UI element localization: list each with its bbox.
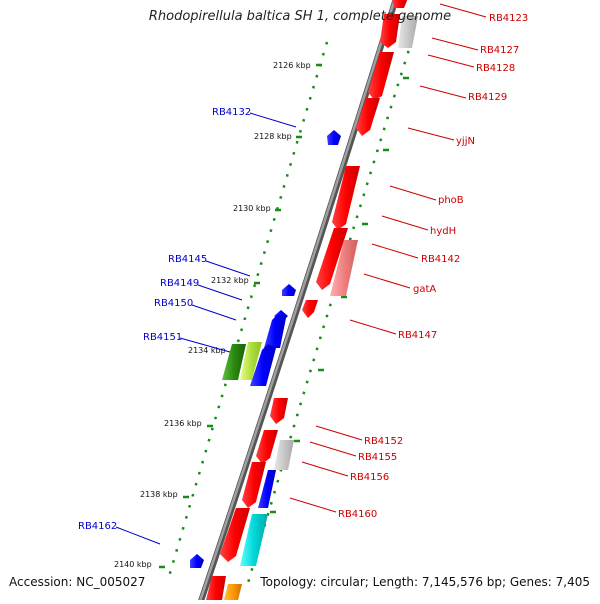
kbp-tick-label: 2136 kbp — [164, 419, 202, 428]
genome-backbone — [196, 0, 399, 604]
kbp-tick-label: 2140 kbp — [114, 560, 152, 569]
gene-label: RB4151 — [143, 332, 182, 343]
reverse-strand-genes — [206, 0, 418, 600]
gene-feature — [398, 16, 418, 48]
gene-label: RB4162 — [78, 521, 117, 532]
gene-label: RB4149 — [160, 278, 199, 289]
kbp-tick-label: 2130 kbp — [233, 204, 271, 213]
gene-label: RB4129 — [468, 92, 507, 103]
gene-label: hydH — [430, 226, 456, 237]
gene-feature — [380, 14, 400, 48]
gene-feature — [368, 52, 394, 100]
gene-feature — [256, 430, 278, 464]
gene-feature — [250, 344, 276, 386]
kbp-tick-label: 2138 kbp — [140, 490, 178, 499]
forward-gene-labels: RB4132 RB4145 RB4149 RB4150 RB4151 RB416… — [78, 107, 251, 532]
gene-feature — [224, 584, 242, 600]
gene-feature — [302, 300, 318, 318]
gene-feature — [282, 284, 296, 296]
gene-feature — [240, 342, 262, 380]
kbp-tick-label: 2132 kbp — [211, 276, 249, 285]
forward-leader-lines — [115, 112, 297, 545]
genome-stats-text: Topology: circular; Length: 7,145,576 bp… — [260, 575, 590, 589]
gene-label: RB4142 — [421, 254, 460, 265]
gene-label: RB4152 — [364, 436, 403, 447]
gene-feature — [190, 554, 204, 568]
gene-feature — [356, 98, 380, 136]
gene-feature — [274, 440, 294, 470]
outer-scale-ticks — [270, 76, 409, 514]
gene-label: RB4145 — [168, 254, 207, 265]
gene-feature — [270, 398, 288, 424]
gene-label: RB4127 — [480, 45, 519, 56]
gene-label: RB4132 — [212, 107, 251, 118]
inner-dotted-scale — [166, 39, 414, 591]
gene-feature — [206, 576, 226, 600]
gene-feature — [220, 508, 250, 562]
gene-feature — [327, 130, 341, 145]
gene-feature — [242, 462, 266, 508]
gene-feature — [258, 470, 276, 508]
forward-strand-genes — [190, 130, 341, 568]
accession-text: Accession: NC_005027 — [9, 575, 146, 589]
gene-feature — [332, 166, 360, 230]
gene-feature — [240, 514, 268, 566]
kbp-tick-label: 2128 kbp — [254, 132, 292, 141]
gene-label: RB4155 — [358, 452, 397, 463]
kbp-tick-label: 2134 kbp — [188, 346, 226, 355]
gene-label: RB4150 — [154, 298, 193, 309]
gene-feature — [222, 344, 246, 380]
gene-label: RB4128 — [476, 63, 515, 74]
reverse-leader-lines — [289, 3, 487, 513]
reverse-gene-labels: RB4123 RB4127 RB4128 RB4129 yjjN phoB hy… — [338, 13, 528, 520]
gene-label: RB4123 — [489, 13, 528, 24]
kbp-scale: 2126 kbp 2128 kbp 2130 kbp 2132 kbp 2134… — [114, 61, 322, 569]
gene-feature — [316, 228, 348, 290]
gene-feature — [264, 314, 286, 348]
gene-label: RB4147 — [398, 330, 437, 341]
gene-label: RB4160 — [338, 509, 377, 520]
gene-label: gatA — [413, 284, 436, 295]
gene-label: phoB — [438, 195, 464, 206]
gene-label: RB4156 — [350, 472, 389, 483]
map-title: Rhodopirellula baltica SH 1, complete ge… — [148, 9, 452, 24]
gene-feature — [392, 0, 408, 8]
kbp-tick-label: 2126 kbp — [273, 61, 311, 70]
gene-feature — [330, 240, 358, 296]
gene-label: yjjN — [456, 136, 475, 147]
